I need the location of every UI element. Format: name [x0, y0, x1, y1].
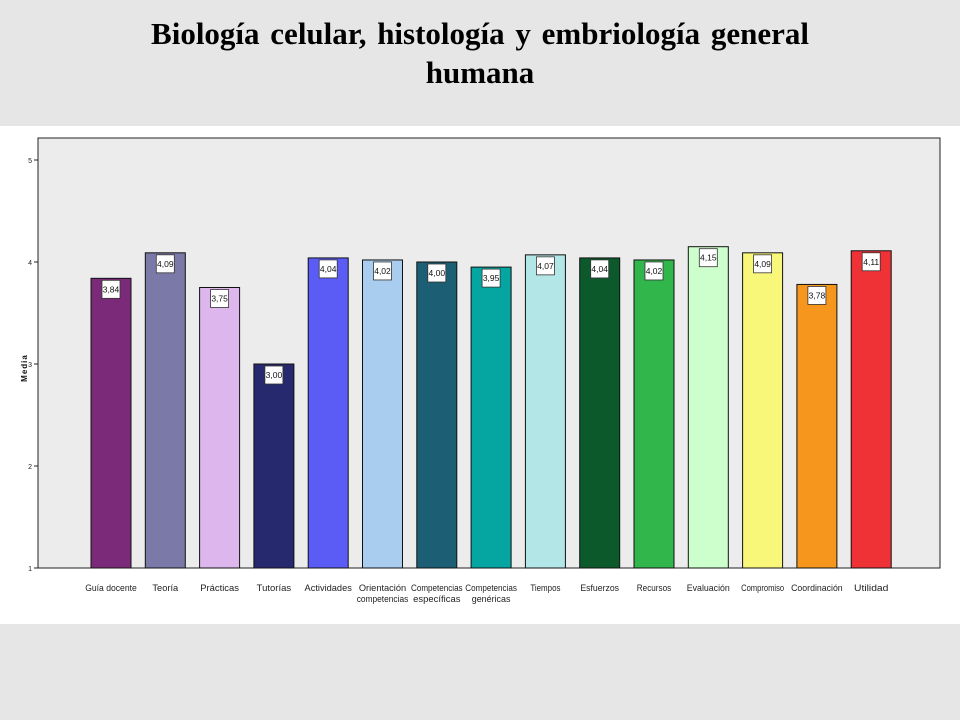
slide-title: Biología celular, histología y embriolog… [0, 14, 960, 92]
slide-title-line-1: Biología celular, histología y embriolog… [151, 16, 809, 51]
chart-panel: 1 2 3 4 5 Media 3,84 Guía docente 4,09 Teoría 3,75… [0, 126, 960, 624]
data-label-box [536, 256, 555, 276]
data-label: 4,04 [591, 264, 608, 274]
x-tick-label: Coordinación [791, 583, 843, 593]
data-label: 4,00 [429, 268, 446, 278]
data-label: 4,15 [700, 253, 717, 263]
x-tick-label: Tiempos [530, 583, 561, 593]
bar [253, 363, 295, 569]
data-label-box [644, 261, 664, 281]
x-tick-label: Tutorías [257, 583, 292, 593]
bar [362, 259, 403, 569]
y-tick-label: 1 [28, 566, 32, 573]
y-tick-label: 3 [28, 362, 32, 369]
x-tick-label: Esfuerzos [580, 583, 619, 593]
data-label-box [753, 254, 772, 274]
data-label: 3,75 [211, 294, 228, 304]
x-tick-label: Competencias [465, 583, 517, 593]
bar [524, 254, 566, 569]
bar [90, 277, 132, 569]
x-tick-label: Prácticas [200, 583, 239, 593]
data-label-box [807, 286, 827, 305]
slide-title-line-2: humana [425, 55, 535, 90]
bar [796, 283, 838, 569]
y-tick-label: 5 [28, 158, 32, 165]
bar [416, 261, 458, 569]
x-tick-label: Teoría [152, 583, 178, 593]
x-tick-label: Guía docente [85, 583, 137, 593]
y-tick-label: 2 [28, 464, 32, 471]
x-tick-label: Compromiso [741, 583, 784, 593]
x-tick-label: Competencias [411, 583, 463, 593]
data-label: 4,04 [320, 264, 337, 274]
x-tick-label: genéricas [472, 594, 511, 604]
data-label: 4,09 [754, 259, 771, 269]
data-label: 3,00 [266, 370, 283, 380]
data-label: 4,09 [157, 259, 174, 269]
data-label: 4,02 [374, 266, 391, 276]
bar [579, 257, 621, 569]
data-label-box [155, 254, 175, 274]
x-tick-label: Evaluación [687, 583, 730, 593]
bar [470, 266, 512, 569]
data-label-box [861, 252, 881, 272]
bar [199, 287, 241, 569]
x-tick-label: Recursos [637, 583, 672, 593]
data-label: 3,95 [483, 273, 500, 283]
data-label-box [590, 259, 610, 279]
data-label-box [264, 365, 284, 385]
bar [742, 252, 784, 569]
bar-chart: 1 2 3 4 5 Media 3,84 Guía docente 4,09 Teoría 3,75… [20, 137, 941, 604]
data-label: 3,78 [809, 290, 826, 300]
data-label-box [427, 263, 447, 283]
data-label-box [101, 279, 121, 299]
bar [850, 250, 892, 569]
data-label-box [698, 248, 718, 268]
bar [144, 252, 186, 569]
x-tick-label: Utilidad [854, 583, 888, 593]
y-axis-label: Media [20, 354, 29, 382]
bar [633, 259, 675, 569]
data-label-box [481, 268, 501, 288]
data-label-box [318, 259, 338, 279]
bar [307, 257, 349, 569]
x-tick-label: Orientación [359, 583, 406, 593]
data-label: 4,07 [537, 261, 554, 271]
data-label: 4,11 [863, 257, 879, 267]
data-label-box [210, 289, 230, 308]
y-tick-label: 4 [28, 260, 32, 267]
x-tick-label: Actividades [305, 583, 353, 593]
data-label: 4,02 [646, 266, 663, 276]
x-tick-label: específicas [413, 594, 461, 604]
data-label-box [373, 261, 392, 281]
data-label: 3,84 [103, 284, 120, 294]
x-tick-label: competencias [357, 594, 409, 604]
bar [687, 246, 729, 569]
